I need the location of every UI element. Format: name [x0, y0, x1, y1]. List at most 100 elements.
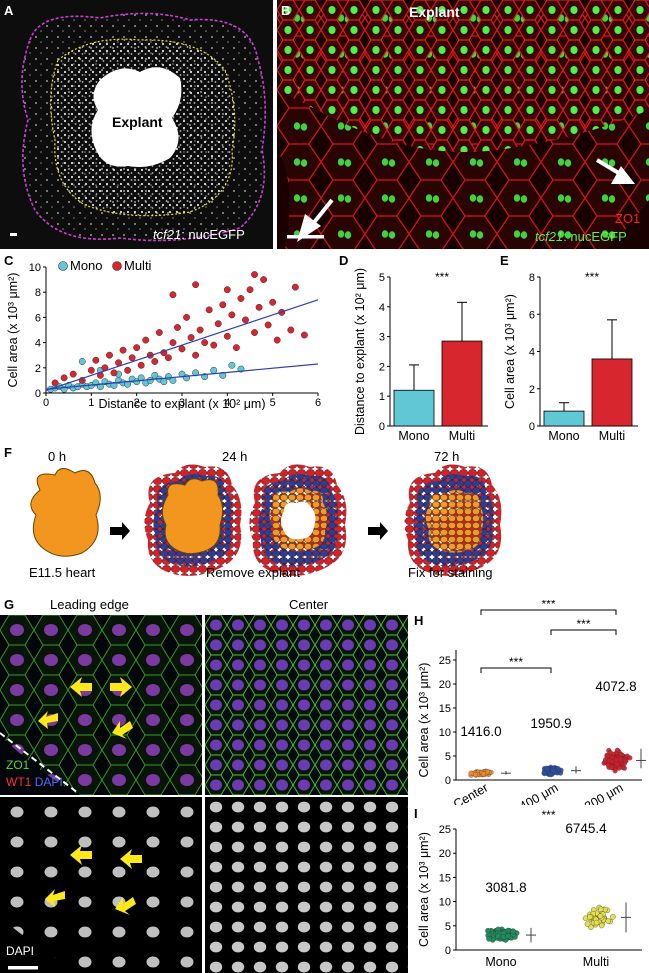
y-axis-label: Cell area (x 10³ μm²) [503, 294, 517, 409]
data-point [597, 913, 604, 919]
y-tick-label: 25 [439, 655, 451, 667]
fit-line-mono [45, 363, 319, 390]
significance-label: *** [585, 270, 599, 284]
multi-point [174, 324, 181, 331]
panel-b-image [277, 0, 649, 249]
y-tick-label: 0 [445, 775, 451, 787]
multi-point [192, 351, 200, 359]
explant-region [91, 67, 182, 167]
multi-point [291, 283, 299, 291]
x-tick-label: Multi [583, 955, 609, 969]
multi-point [264, 321, 272, 329]
chart-h: 0 5 10 15 20 25 Cell area (x 10³ μm²) 1416.0 Cen… [417, 600, 646, 805]
data-point [550, 768, 556, 774]
scale-bar [287, 235, 324, 239]
panel-f-label: F [4, 445, 12, 460]
multi-point [251, 271, 258, 279]
data-point [486, 936, 492, 942]
explant-24h [144, 464, 242, 576]
y-tick-label: 5 [445, 751, 451, 763]
y-tick-label: 1 [379, 391, 385, 403]
multi-point [300, 331, 308, 339]
y-axis-label: Cell area (x 10³ μm²) [6, 273, 20, 388]
multi-point [201, 339, 209, 347]
y-axis-label: Distance to explant (x 10² μm) [353, 268, 367, 435]
x-tick-label: Mono [485, 955, 516, 969]
mono-point [124, 380, 132, 388]
y-tick-label: 2 [379, 361, 385, 373]
y-tick-label: 25 [439, 824, 451, 836]
g-leading-edge-dapi: DAPI [0, 797, 202, 973]
chart-e: 0 2 4 6 8 Mono Multi *** Cell area (x 10³ μm²) [503, 270, 638, 443]
inner-dashed-boundary [50, 38, 236, 217]
x-tick-label: 200-400 μm [496, 780, 561, 805]
mean-value-label: 1416.0 [460, 724, 501, 739]
chart-i: 0 5 10 15 20 25 Cell area (x 10³ μm²) 3081.8 Mon… [417, 808, 642, 969]
y-tick-label: 8 [529, 272, 535, 284]
data-point [598, 906, 604, 913]
arrow-right-icon [368, 522, 388, 540]
multi-point [214, 320, 222, 328]
y-tick-label: 0 [35, 388, 41, 400]
data-point [485, 927, 491, 934]
legend-mono-marker [58, 261, 68, 271]
multi-point [232, 344, 240, 352]
mono-point [228, 361, 236, 369]
multi-point [205, 306, 213, 314]
fit-line-multi [45, 299, 319, 392]
multi-point [192, 281, 200, 289]
y-tick-label: 4 [35, 338, 41, 350]
bar-multi [591, 358, 633, 427]
x-tick-label: Multi [449, 429, 475, 443]
multi-point [169, 339, 177, 347]
arrow-icons [45, 845, 142, 915]
y-tick-label: 2 [529, 384, 535, 396]
data-point [505, 933, 511, 939]
multi-point [133, 344, 141, 352]
y-tick-label: 4 [529, 347, 535, 359]
y-tick-label: 5 [379, 272, 385, 284]
multi-point [92, 356, 100, 364]
panel-a-micrograph: Explant tcf21: nucEGFP [0, 0, 273, 249]
multi-point [137, 361, 145, 369]
y-axis-label: Cell area (x 10³ μm²) [417, 832, 431, 947]
significance-label: *** [576, 617, 590, 631]
arrow-icons [38, 677, 133, 739]
multi-point [155, 329, 163, 336]
panel-a-explant-label: Explant [112, 114, 163, 130]
mono-point [78, 358, 86, 365]
mono-point [192, 369, 200, 377]
bar-multi [441, 340, 483, 427]
y-tick-label: 6 [35, 312, 41, 324]
multi-point [219, 301, 227, 309]
schematic-f: 0 h 24 h 72 h E11.5 heart Remove explant… [29, 449, 502, 580]
x-tick-label: 6 [315, 397, 321, 409]
data-point [607, 749, 613, 755]
panel-b-micrograph: Explant ZO1 tcf21: nucEGFP [277, 0, 649, 249]
g-stain-legend: WT1 DAPI [6, 775, 63, 789]
multi-point [110, 369, 118, 377]
mono-point [96, 383, 104, 391]
data-point [584, 921, 591, 927]
panel-b-explant-label: Explant [409, 4, 460, 20]
y-tick-label: 15 [439, 872, 451, 884]
data-point [484, 769, 491, 775]
multi-point [187, 334, 195, 342]
data-point [598, 922, 605, 929]
g-center-merge [205, 615, 408, 795]
multi-point [260, 276, 268, 284]
significance-label: *** [541, 808, 555, 822]
y-tick-label: 8 [35, 287, 41, 299]
x-tick-label: Mono [398, 429, 429, 443]
data-point [555, 766, 561, 772]
legend-multi-label: Multi [124, 258, 152, 273]
multi-point [223, 286, 231, 294]
scale-bar [10, 233, 17, 236]
g-title-leading-edge: Leading edge [50, 597, 129, 612]
y-tick-label: 5 [445, 921, 451, 933]
mono-point [210, 366, 218, 374]
mono-point [160, 378, 168, 386]
data-point [587, 914, 593, 920]
multi-point [183, 313, 190, 321]
multi-point [119, 346, 127, 354]
